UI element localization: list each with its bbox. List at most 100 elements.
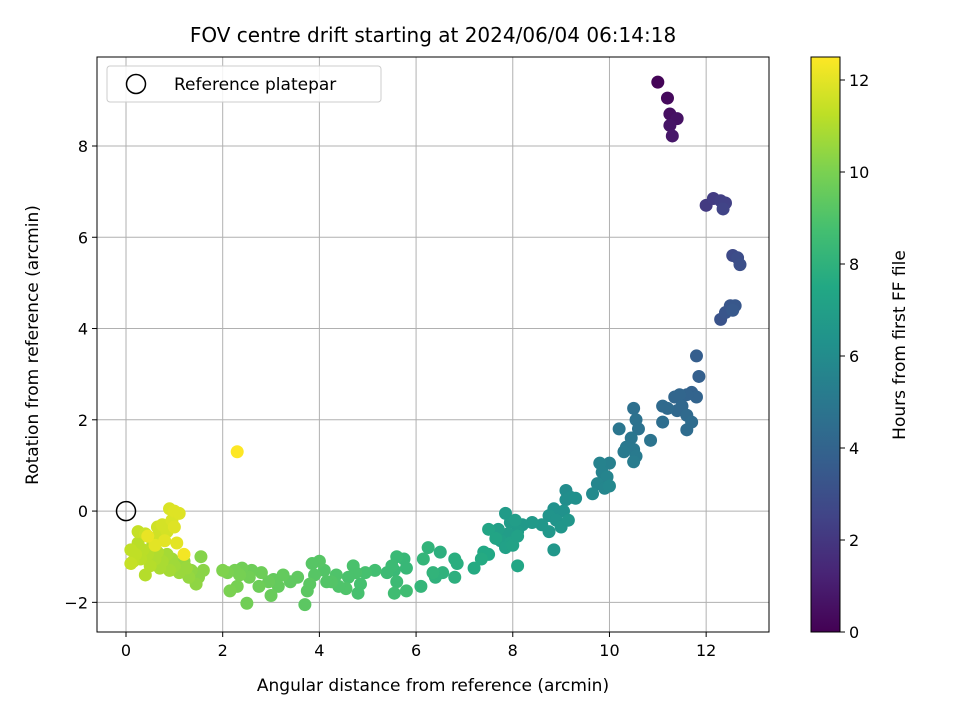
data-point: [561, 513, 575, 527]
data-point: [320, 575, 334, 589]
colorbar-tick-label: 4: [849, 439, 859, 458]
data-point: [252, 579, 266, 593]
data-point: [380, 566, 394, 580]
data-point: [230, 445, 244, 459]
colorbar-tick-label: 2: [849, 531, 859, 550]
data-point: [602, 456, 616, 470]
x-axis-ticks: 0 2 4 6 8 10 12: [121, 632, 716, 660]
data-point: [612, 422, 626, 436]
data-point: [416, 552, 430, 566]
reference-point: [115, 500, 137, 522]
data-point: [450, 557, 464, 571]
data-point: [341, 570, 355, 584]
data-point: [726, 303, 740, 317]
data-point: [399, 561, 413, 575]
data-point: [660, 91, 674, 105]
data-point: [511, 529, 525, 543]
data-point: [298, 598, 312, 612]
colorbar-label: Hours from first FF file: [890, 250, 910, 440]
data-point: [660, 401, 674, 415]
data-point: [733, 258, 747, 272]
data-point: [586, 487, 600, 501]
data-point: [542, 525, 556, 539]
y-tick-label: 4: [78, 320, 88, 339]
y-axis-label: Rotation from reference (arcmin): [23, 205, 43, 485]
data-point: [433, 545, 447, 559]
data-point: [680, 423, 694, 437]
x-axis-label: Angular distance from reference (arcmin): [257, 676, 609, 696]
data-point: [124, 557, 138, 571]
data-point: [300, 584, 314, 598]
data-point: [631, 422, 645, 436]
colorbar-ticks: 0 2 4 6 8 10 12: [840, 71, 869, 642]
data-point: [508, 513, 522, 527]
data-point: [547, 543, 561, 557]
data-point: [426, 566, 440, 580]
data-point: [351, 586, 365, 600]
data-point: [716, 202, 730, 216]
data-point: [358, 566, 372, 580]
legend-label: Reference platepar: [174, 75, 336, 95]
data-point: [194, 550, 208, 564]
data-point: [627, 455, 641, 469]
data-point: [170, 536, 184, 550]
data-point: [172, 506, 186, 520]
data-point: [559, 493, 573, 507]
data-point: [138, 568, 152, 582]
data-point: [689, 349, 703, 363]
data-point: [264, 588, 278, 602]
y-tick-label: 2: [78, 411, 88, 430]
data-point: [467, 561, 481, 575]
y-tick-label: 0: [78, 502, 88, 521]
data-point: [399, 584, 413, 598]
colorbar-tick-label: 0: [849, 623, 859, 642]
x-tick-label: 12: [696, 641, 716, 660]
scatter-points: [124, 75, 747, 612]
data-point: [177, 547, 191, 561]
colorbar: [810, 56, 841, 633]
data-point: [569, 491, 583, 505]
data-point: [223, 584, 237, 598]
x-tick-label: 10: [599, 641, 619, 660]
data-point: [663, 118, 677, 132]
data-point: [421, 541, 435, 555]
data-point: [262, 575, 276, 589]
data-point: [665, 129, 679, 143]
data-point: [276, 568, 290, 582]
data-point: [414, 579, 428, 593]
data-point: [216, 563, 230, 577]
x-tick-label: 2: [218, 641, 228, 660]
data-point: [240, 596, 254, 610]
data-point: [692, 369, 706, 383]
y-tick-label: 8: [78, 137, 88, 156]
data-point: [448, 570, 462, 584]
data-point: [148, 538, 162, 552]
data-point: [668, 390, 682, 404]
colorbar-tick-label: 12: [849, 71, 869, 90]
chart-title: FOV centre drift starting at 2024/06/04 …: [190, 23, 676, 47]
data-point: [482, 522, 496, 536]
legend: Reference platepar: [106, 65, 382, 103]
y-axis-ticks: −2 0 2 4 6 8: [64, 137, 97, 612]
data-point: [511, 559, 525, 573]
data-point: [644, 433, 658, 447]
data-point: [124, 543, 138, 557]
data-point: [167, 520, 181, 534]
data-point: [305, 557, 319, 571]
legend-marker: [125, 73, 147, 95]
data-point: [489, 531, 503, 545]
data-point: [656, 415, 670, 429]
x-tick-label: 8: [508, 641, 518, 660]
x-tick-label: 4: [314, 641, 324, 660]
x-tick-label: 0: [121, 641, 131, 660]
data-point: [390, 575, 404, 589]
colorbar-tick-label: 8: [849, 255, 859, 274]
data-point: [141, 529, 155, 543]
y-tick-label: −2: [64, 593, 88, 612]
colorbar-tick-label: 10: [849, 163, 869, 182]
reference-platepar-marker: [115, 500, 137, 522]
data-point: [627, 401, 641, 415]
data-point: [387, 586, 401, 600]
data-point: [474, 552, 488, 566]
